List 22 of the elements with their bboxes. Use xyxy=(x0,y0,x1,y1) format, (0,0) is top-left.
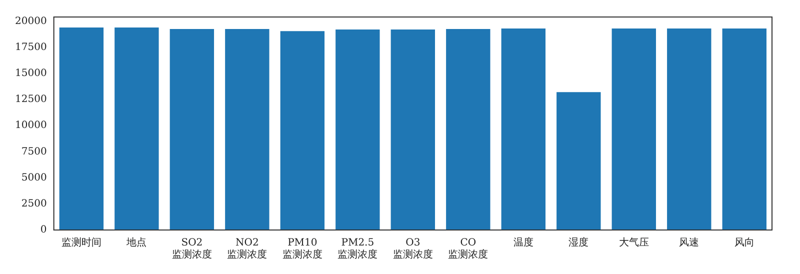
y-tick-label: 7500 xyxy=(21,146,47,158)
y-tick-label: 10000 xyxy=(15,120,47,132)
x-tick-label: 温度 xyxy=(513,236,534,249)
x-tick-label: 地点 xyxy=(126,236,147,249)
y-tick-label: 2500 xyxy=(21,198,47,210)
y-tick-label: 0 xyxy=(40,224,47,236)
y-tick-label: 17500 xyxy=(15,42,47,53)
y-tick-label: 15000 xyxy=(15,68,47,79)
x-tick-label: O3监测浓度 xyxy=(392,238,433,261)
x-tick-label: 湿度 xyxy=(568,236,589,249)
x-tick-label: SO2监测浓度 xyxy=(172,238,212,261)
x-tick-label: 风向 xyxy=(734,236,754,249)
y-tick-label: 20000 xyxy=(15,16,47,27)
x-tick-label: 大气压 xyxy=(618,236,649,249)
x-tick-label: PM2.5监测浓度 xyxy=(338,238,378,261)
x-tick-label: 风速 xyxy=(679,236,700,249)
y-tick-label: 5000 xyxy=(21,172,47,184)
x-tick-label: NO2监测浓度 xyxy=(227,238,268,261)
y-tick-label: 12500 xyxy=(15,94,47,106)
x-tick-label: PM10监测浓度 xyxy=(282,238,322,261)
x-tick-label: CO监测浓度 xyxy=(448,238,488,261)
x-tick-label: 监测时间 xyxy=(61,236,102,249)
